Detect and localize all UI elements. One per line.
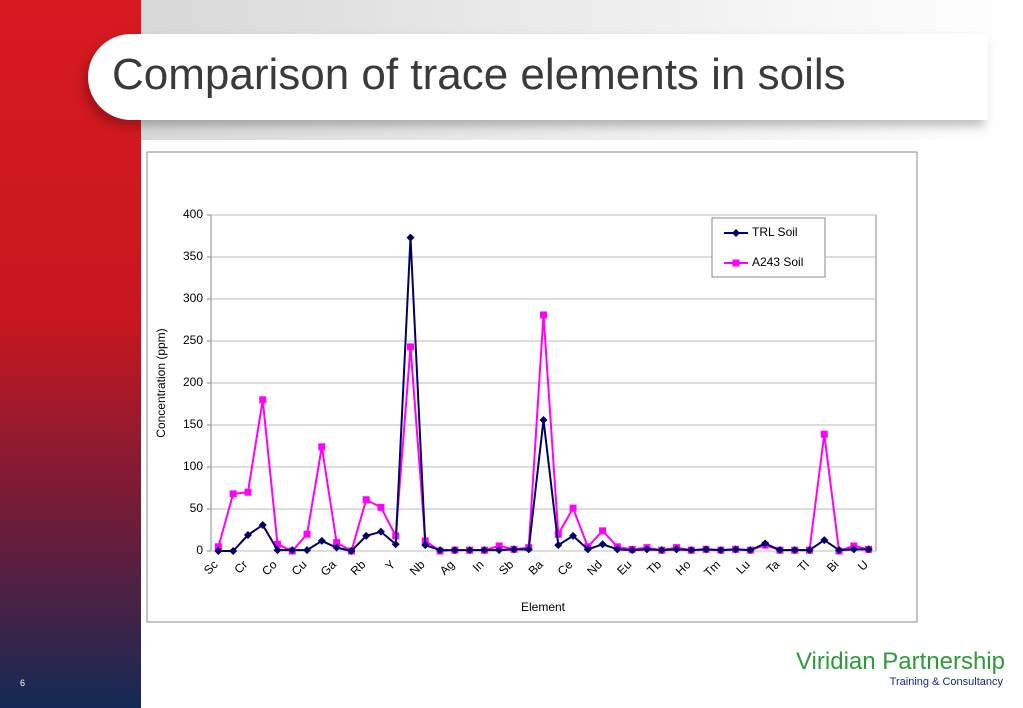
y-axis-label: Concentration (ppm) xyxy=(154,328,168,437)
data-point xyxy=(421,541,430,550)
data-point xyxy=(732,259,740,267)
data-point xyxy=(628,546,637,555)
data-point xyxy=(672,545,681,554)
data-point xyxy=(259,396,267,404)
y-tick-label: 250 xyxy=(183,333,203,347)
legend-label: A243 Soil xyxy=(752,255,803,269)
data-point xyxy=(746,546,755,555)
data-point xyxy=(554,541,563,550)
data-point xyxy=(731,545,740,554)
data-point xyxy=(407,343,414,351)
data-point xyxy=(554,530,562,538)
data-point xyxy=(244,488,252,496)
data-point xyxy=(465,546,474,555)
data-point xyxy=(569,531,578,540)
data-point xyxy=(864,545,873,554)
data-point xyxy=(702,545,711,554)
data-point xyxy=(732,229,740,237)
data-point xyxy=(333,539,341,547)
data-point xyxy=(347,547,356,555)
data-point xyxy=(657,546,666,555)
page-number: 6 xyxy=(20,678,26,688)
data-point xyxy=(377,503,385,511)
data-point xyxy=(362,496,370,504)
y-tick-label: 350 xyxy=(183,249,203,263)
data-point xyxy=(317,536,326,545)
data-point xyxy=(258,520,267,529)
data-point xyxy=(613,545,622,554)
y-tick-label: 300 xyxy=(183,291,203,305)
y-tick-label: 100 xyxy=(183,459,203,473)
data-point xyxy=(406,233,415,242)
y-tick-label: 50 xyxy=(190,501,204,515)
data-point xyxy=(303,530,311,538)
data-point xyxy=(835,546,844,555)
data-point xyxy=(849,545,858,554)
data-point xyxy=(495,542,503,550)
legend-box xyxy=(711,217,826,278)
data-point xyxy=(243,531,252,540)
data-point xyxy=(229,490,237,498)
data-point xyxy=(716,546,725,555)
data-point xyxy=(539,415,548,424)
data-point xyxy=(303,546,312,555)
data-point xyxy=(820,536,829,545)
data-point xyxy=(775,546,784,555)
x-axis-label: Element xyxy=(521,600,566,614)
data-point xyxy=(436,546,445,555)
y-tick-label: 400 xyxy=(183,207,203,221)
title-pill xyxy=(88,34,988,120)
slide-title: Comparison of trace elements in soils xyxy=(112,50,846,99)
logo-name: Viridian Partnership xyxy=(795,648,1005,675)
data-point xyxy=(362,531,371,540)
data-point xyxy=(761,539,770,548)
data-point xyxy=(274,540,281,548)
data-point xyxy=(214,547,223,555)
data-point xyxy=(599,527,607,535)
data-point xyxy=(450,546,459,555)
data-point xyxy=(229,547,238,555)
data-point xyxy=(805,546,814,555)
y-tick-label: 200 xyxy=(183,375,203,389)
logo-tagline: Training & Consultancy xyxy=(889,676,1003,688)
y-tick-label: 0 xyxy=(196,543,203,557)
legend-label: TRL Soil xyxy=(752,225,798,239)
data-point xyxy=(332,543,341,552)
data-point xyxy=(598,540,607,549)
data-point xyxy=(480,546,489,555)
data-point xyxy=(288,546,297,555)
y-tick-label: 150 xyxy=(183,417,203,431)
data-point xyxy=(495,546,504,555)
data-point xyxy=(540,311,547,319)
data-point xyxy=(391,540,400,549)
data-point xyxy=(509,545,518,554)
data-point xyxy=(569,504,577,512)
data-point xyxy=(790,546,799,555)
data-point xyxy=(524,545,533,554)
data-point xyxy=(820,430,828,438)
data-point xyxy=(583,545,592,554)
data-point xyxy=(214,543,222,551)
data-point xyxy=(376,527,385,536)
data-point xyxy=(642,545,651,554)
data-point xyxy=(273,546,282,555)
data-point xyxy=(687,546,696,555)
data-point xyxy=(318,443,326,451)
